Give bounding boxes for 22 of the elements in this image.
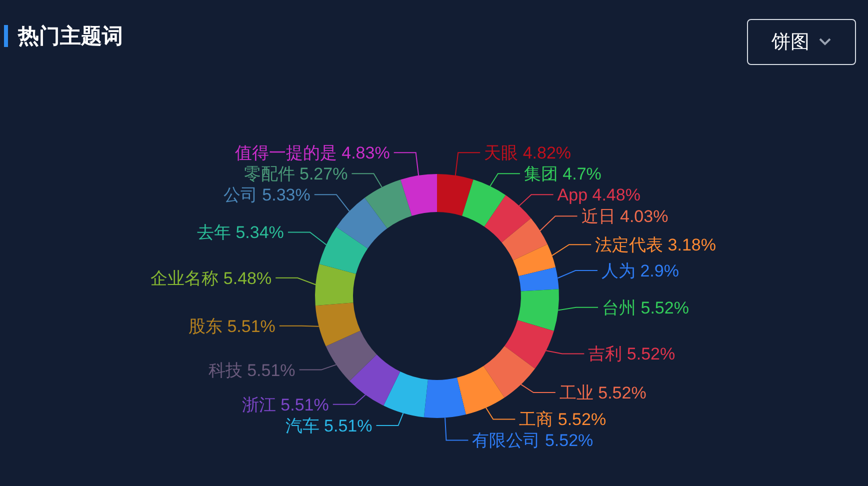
slice-label: 公司 5.33% — [223, 186, 310, 205]
slice-label: 去年 5.34% — [197, 223, 284, 242]
chart-title: 热门主题词 — [18, 24, 123, 50]
slice-label: 科技 5.51% — [208, 360, 296, 380]
text: 饼图 — [772, 31, 810, 55]
slice-label: 人为 2.9% — [601, 261, 679, 280]
slice-label: 零配件 5.27% — [244, 164, 348, 184]
slice-label: 集团 4.7% — [524, 164, 602, 184]
slice-label: 汽车 5.51% — [285, 416, 372, 436]
slice-label: 台州 5.52% — [602, 298, 689, 318]
slice-label: 天眼 4.82% — [484, 144, 572, 163]
slice-label: 值得一提的是 4.83% — [234, 144, 390, 163]
slice-label: App 4.48% — [557, 186, 640, 205]
slice-label: 近日 4.03% — [581, 207, 668, 226]
slice-label: 工业 5.52% — [559, 384, 646, 403]
slice-label: 企业名称 5.48% — [150, 268, 272, 288]
slice-label: 浙江 5.51% — [242, 395, 329, 414]
slice-label: 法定代表 3.18% — [595, 236, 716, 255]
slice-label: 吉利 5.52% — [588, 344, 676, 364]
slice-label: 工商 5.52% — [519, 410, 606, 430]
slice-label: 股东 5.51% — [188, 316, 276, 336]
slice-label: 有限公司 5.52% — [472, 431, 594, 450]
